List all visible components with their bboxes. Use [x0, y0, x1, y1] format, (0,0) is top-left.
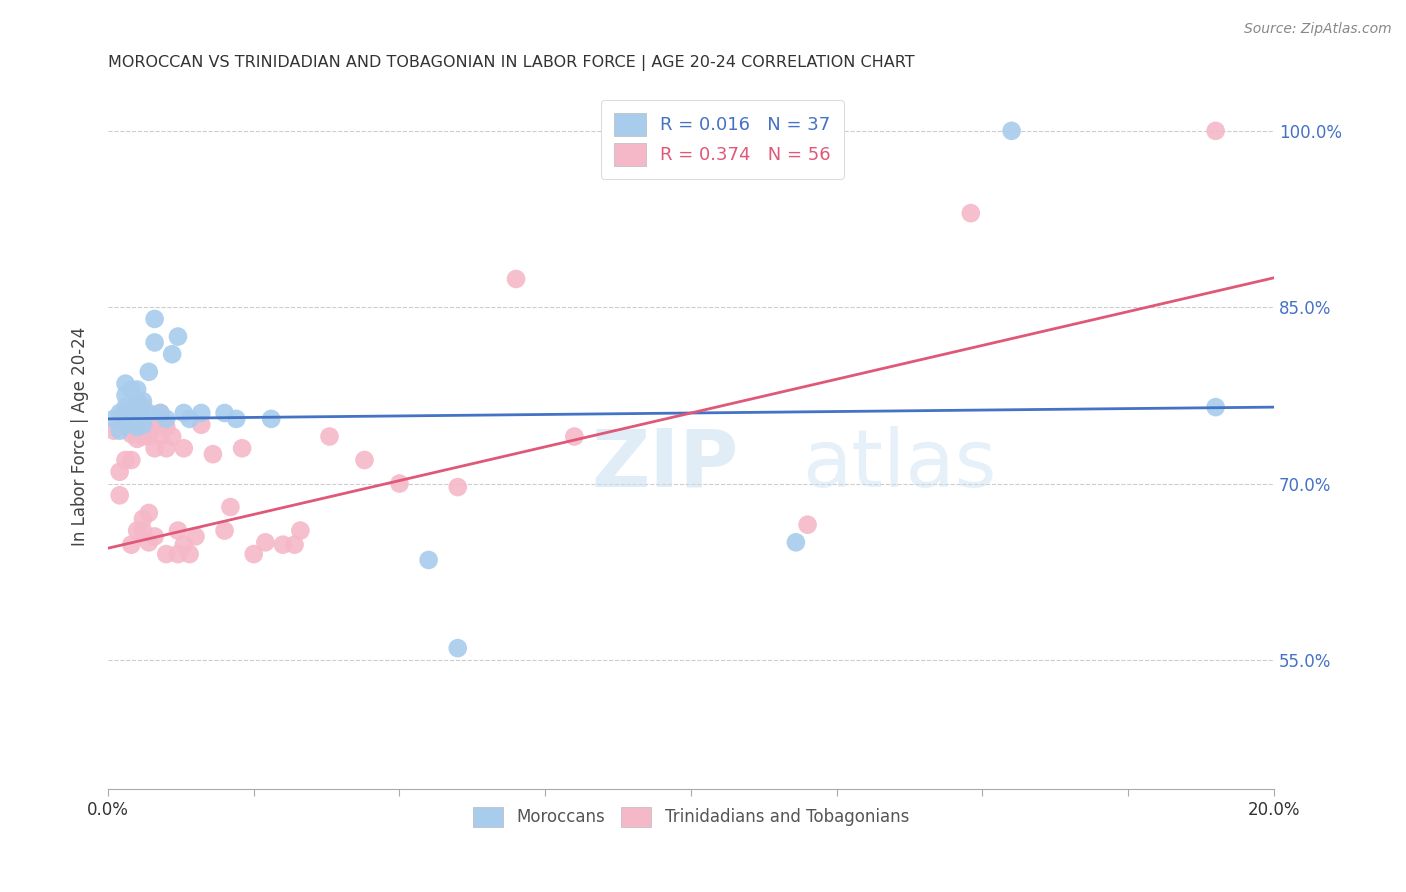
Point: [219, 500, 242, 514]
Point: [190, 406, 212, 420]
Point: [173, 442, 195, 456]
Point: [214, 406, 236, 420]
Point: [143, 312, 166, 326]
Point: [120, 412, 142, 426]
Point: [132, 400, 155, 414]
Point: [114, 388, 136, 402]
Point: [103, 424, 125, 438]
Point: [201, 447, 224, 461]
Point: [271, 538, 294, 552]
Point: [127, 432, 149, 446]
Y-axis label: In Labor Force | Age 20-24: In Labor Force | Age 20-24: [72, 326, 89, 546]
Point: [155, 442, 177, 456]
Point: [447, 480, 470, 494]
Point: [114, 417, 136, 432]
Point: [132, 417, 155, 432]
Point: [160, 429, 183, 443]
Text: MOROCCAN VS TRINIDADIAN AND TOBAGONIAN IN LABOR FORCE | AGE 20-24 CORRELATION CH: MOROCCAN VS TRINIDADIAN AND TOBAGONIAN I…: [108, 55, 915, 71]
Point: [108, 488, 131, 502]
Legend: Moroccans, Trinidadians and Tobagonians: Moroccans, Trinidadians and Tobagonians: [465, 800, 915, 834]
Point: [149, 429, 172, 443]
Point: [447, 641, 470, 656]
Point: [160, 347, 183, 361]
Point: [114, 406, 136, 420]
Point: [155, 412, 177, 426]
Point: [1205, 124, 1227, 138]
Point: [114, 453, 136, 467]
Text: ZIP: ZIP: [592, 425, 740, 504]
Point: [155, 547, 177, 561]
Point: [214, 524, 236, 538]
Point: [173, 406, 195, 420]
Point: [143, 417, 166, 432]
Point: [225, 412, 247, 426]
Point: [231, 442, 253, 456]
Point: [190, 417, 212, 432]
Point: [318, 429, 340, 443]
Point: [138, 506, 160, 520]
Point: [283, 538, 305, 552]
Point: [167, 329, 190, 343]
Point: [114, 417, 136, 432]
Point: [108, 406, 131, 420]
Point: [167, 524, 190, 538]
Point: [149, 406, 172, 420]
Point: [120, 400, 142, 414]
Point: [167, 547, 190, 561]
Point: [1000, 124, 1022, 138]
Text: Source: ZipAtlas.com: Source: ZipAtlas.com: [1244, 22, 1392, 37]
Point: [132, 429, 155, 443]
Point: [108, 465, 131, 479]
Point: [959, 206, 981, 220]
Point: [114, 376, 136, 391]
Point: [388, 476, 411, 491]
Point: [120, 453, 142, 467]
Point: [127, 409, 149, 423]
Point: [149, 406, 172, 420]
Point: [173, 538, 195, 552]
Point: [796, 517, 818, 532]
Point: [1205, 400, 1227, 414]
Point: [138, 429, 160, 443]
Point: [132, 512, 155, 526]
Point: [108, 424, 131, 438]
Point: [127, 409, 149, 423]
Point: [179, 547, 201, 561]
Point: [242, 547, 264, 561]
Point: [120, 427, 142, 442]
Point: [127, 383, 149, 397]
Point: [143, 529, 166, 543]
Point: [138, 535, 160, 549]
Point: [418, 553, 440, 567]
Point: [132, 394, 155, 409]
Text: atlas: atlas: [801, 425, 995, 504]
Point: [127, 394, 149, 409]
Point: [353, 453, 375, 467]
Point: [290, 524, 312, 538]
Point: [120, 538, 142, 552]
Point: [132, 524, 155, 538]
Point: [505, 272, 527, 286]
Point: [127, 420, 149, 434]
Point: [103, 412, 125, 426]
Point: [127, 524, 149, 538]
Point: [127, 396, 149, 410]
Point: [260, 412, 283, 426]
Point: [564, 429, 586, 443]
Point: [138, 406, 160, 420]
Point: [149, 417, 172, 432]
Point: [138, 365, 160, 379]
Point: [143, 442, 166, 456]
Point: [127, 420, 149, 434]
Point: [155, 420, 177, 434]
Point: [132, 406, 155, 420]
Point: [114, 400, 136, 414]
Point: [127, 403, 149, 417]
Point: [184, 529, 207, 543]
Point: [143, 335, 166, 350]
Point: [785, 535, 807, 549]
Point: [254, 535, 277, 549]
Point: [120, 383, 142, 397]
Point: [179, 412, 201, 426]
